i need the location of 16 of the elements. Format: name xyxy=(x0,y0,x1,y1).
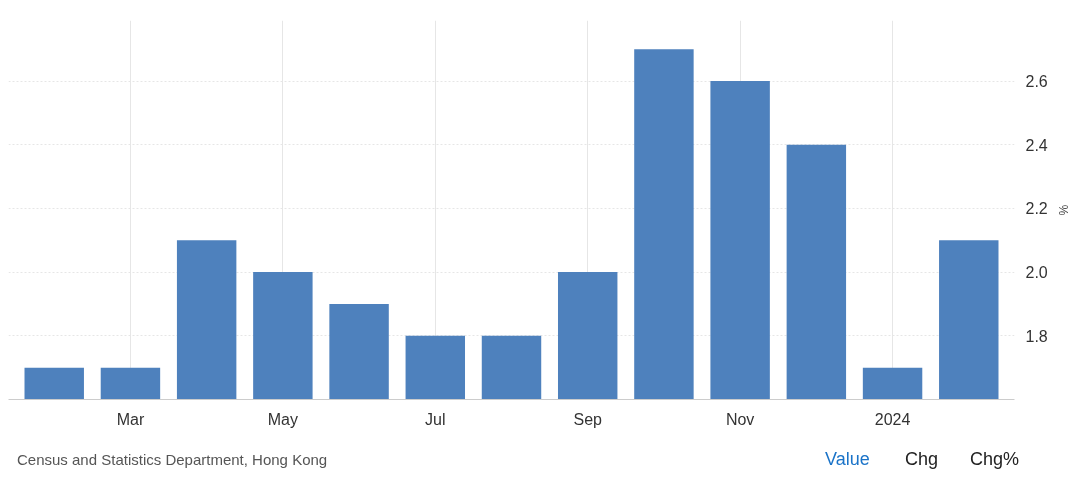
y-tick-label: 2.6 xyxy=(1025,73,1048,91)
text: Census and Statistics Department, Hong Kong xyxy=(17,450,328,470)
y-tick-label: 2.2 xyxy=(1025,200,1048,218)
text: Chg xyxy=(905,448,939,471)
y-axis-title: % xyxy=(1055,204,1070,216)
y-tick-label: 1.8 xyxy=(1025,327,1048,345)
x-tick-label: Mar xyxy=(116,410,145,428)
x-tick-label: Jul xyxy=(425,410,446,428)
text: Value xyxy=(825,448,870,471)
x-tick-label: Sep xyxy=(573,410,603,428)
x-tick-label: May xyxy=(267,410,298,428)
text: Chg% xyxy=(970,448,1020,471)
x-tick-label: 2024 xyxy=(874,410,911,428)
x-tick-label: Nov xyxy=(725,410,755,428)
y-tick-label: 2.4 xyxy=(1025,136,1048,154)
y-tick-label: 2.0 xyxy=(1025,264,1048,282)
